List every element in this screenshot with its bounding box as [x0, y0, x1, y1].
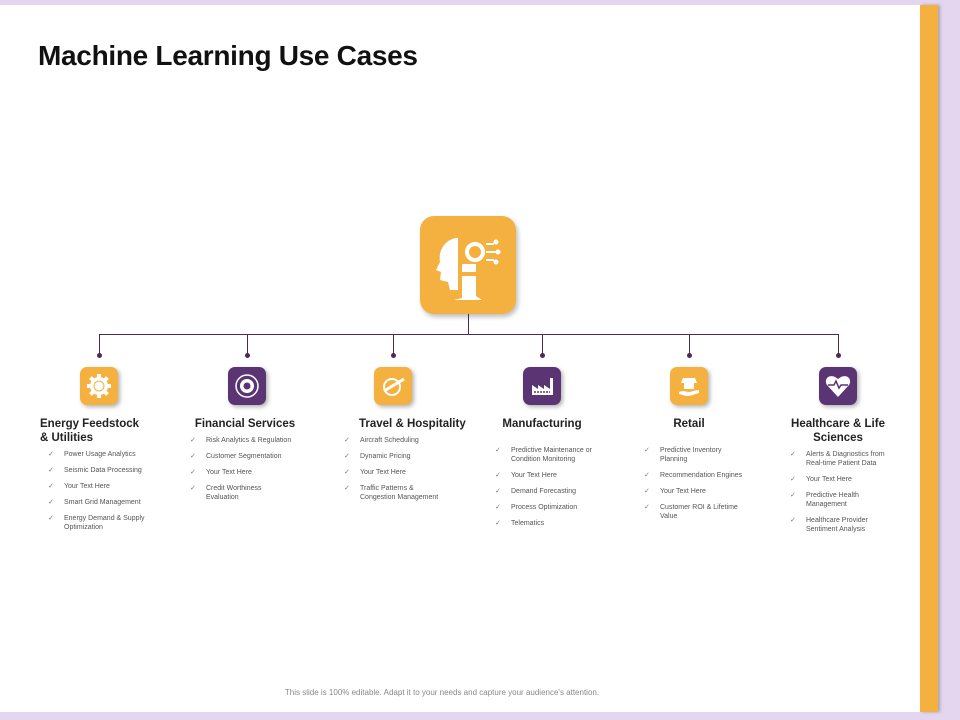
category-column: Manufacturing Predictive Maintenance or …: [492, 417, 632, 535]
connector-line: [542, 334, 543, 354]
list-item: Demand Forecasting: [495, 487, 601, 496]
connector-line: [689, 334, 690, 354]
connector-dot: [687, 353, 692, 358]
list-item: Aircraft Scheduling: [344, 436, 450, 445]
footer-note: This slide is 100% editable. Adapt it to…: [284, 688, 600, 697]
connector-dot: [391, 353, 396, 358]
category-title: Manufacturing: [502, 418, 582, 430]
category-title: Healthcare & Life Sciences: [791, 418, 885, 444]
hub-ai-icon: [420, 216, 516, 314]
connector-dot: [97, 353, 102, 358]
list-item: Energy Demand & Supply Optimization: [48, 514, 154, 532]
dollar-gear-cycle-icon: [228, 367, 266, 405]
list-item: Credit Worthiness Evaluation: [190, 484, 296, 502]
list-item: Your Text Here: [790, 475, 896, 484]
factory-icon: [523, 367, 561, 405]
connector-dot: [245, 353, 250, 358]
category-column: Financial Services Risk Analytics & Regu…: [190, 417, 330, 509]
gear-gauge-icon: [80, 367, 118, 405]
list-item: Telematics: [495, 519, 601, 528]
use-case-list: Risk Analytics & Regulation Customer Segm…: [190, 436, 330, 502]
use-case-list: Predictive Maintenance or Condition Moni…: [492, 446, 632, 528]
accent-bar: [920, 5, 938, 712]
list-item: Your Text Here: [190, 468, 296, 477]
category-column: Energy Feedstock & Utilities Power Usage…: [38, 417, 178, 539]
list-item: Risk Analytics & Regulation: [190, 436, 296, 445]
connector-line: [247, 334, 248, 354]
list-item: Seismic Data Processing: [48, 466, 154, 475]
list-item: Customer Segmentation: [190, 452, 296, 461]
list-item: Traffic Patterns & Congestion Management: [344, 484, 450, 502]
category-column: Retail Predictive Inventory Planning Reco…: [640, 417, 780, 528]
list-item: Predictive Inventory Planning: [644, 446, 750, 464]
category-title: Retail: [673, 418, 705, 430]
list-item: Healthcare Provider Sentiment Analysis: [790, 516, 896, 534]
hand-store-icon: [670, 367, 708, 405]
category-title: Energy Feedstock & Utilities: [40, 418, 140, 444]
list-item: Customer ROI & Lifetime Value: [644, 503, 750, 521]
use-case-list: Predictive Inventory Planning Recommendat…: [640, 446, 780, 521]
list-item: Your Text Here: [644, 487, 750, 496]
list-item: Smart Grid Management: [48, 498, 154, 507]
slide: [0, 5, 920, 712]
use-case-list: Power Usage Analytics Seismic Data Proces…: [38, 450, 178, 532]
connector-line: [393, 334, 394, 354]
list-item: Alerts & Diagnostics from Real-time Pati…: [790, 450, 896, 468]
heart-pulse-icon: [819, 367, 857, 405]
connector-line: [99, 334, 100, 354]
ai-head-gear-icon: [436, 238, 501, 300]
list-item: Process Optimization: [495, 503, 601, 512]
use-case-list: Aircraft Scheduling Dynamic Pricing Your T…: [340, 436, 480, 502]
connector-line: [99, 334, 839, 335]
list-item: Your Text Here: [344, 468, 450, 477]
use-case-list: Alerts & Diagnostics from Real-time Pati…: [788, 450, 928, 534]
list-item: Your Text Here: [495, 471, 601, 480]
category-column: Healthcare & Life Sciences Alerts & Diag…: [788, 417, 928, 541]
connector-dot: [540, 353, 545, 358]
page-title: Machine Learning Use Cases: [38, 40, 418, 71]
connector-dot: [836, 353, 841, 358]
list-item: Power Usage Analytics: [48, 450, 154, 459]
category-title: Travel & Hospitality: [359, 418, 466, 430]
list-item: Your Text Here: [48, 482, 154, 491]
connector-line: [468, 314, 469, 335]
list-item: Predictive Health Management: [790, 491, 896, 509]
connector-line: [838, 334, 839, 354]
list-item: Dynamic Pricing: [344, 452, 450, 461]
globe-airplane-icon: [374, 367, 412, 405]
list-item: Predictive Maintenance or Condition Moni…: [495, 446, 601, 464]
category-column: Travel & Hospitality Aircraft Scheduling…: [340, 417, 480, 509]
list-item: Recommendation Engines: [644, 471, 750, 480]
category-title: Financial Services: [194, 418, 296, 430]
